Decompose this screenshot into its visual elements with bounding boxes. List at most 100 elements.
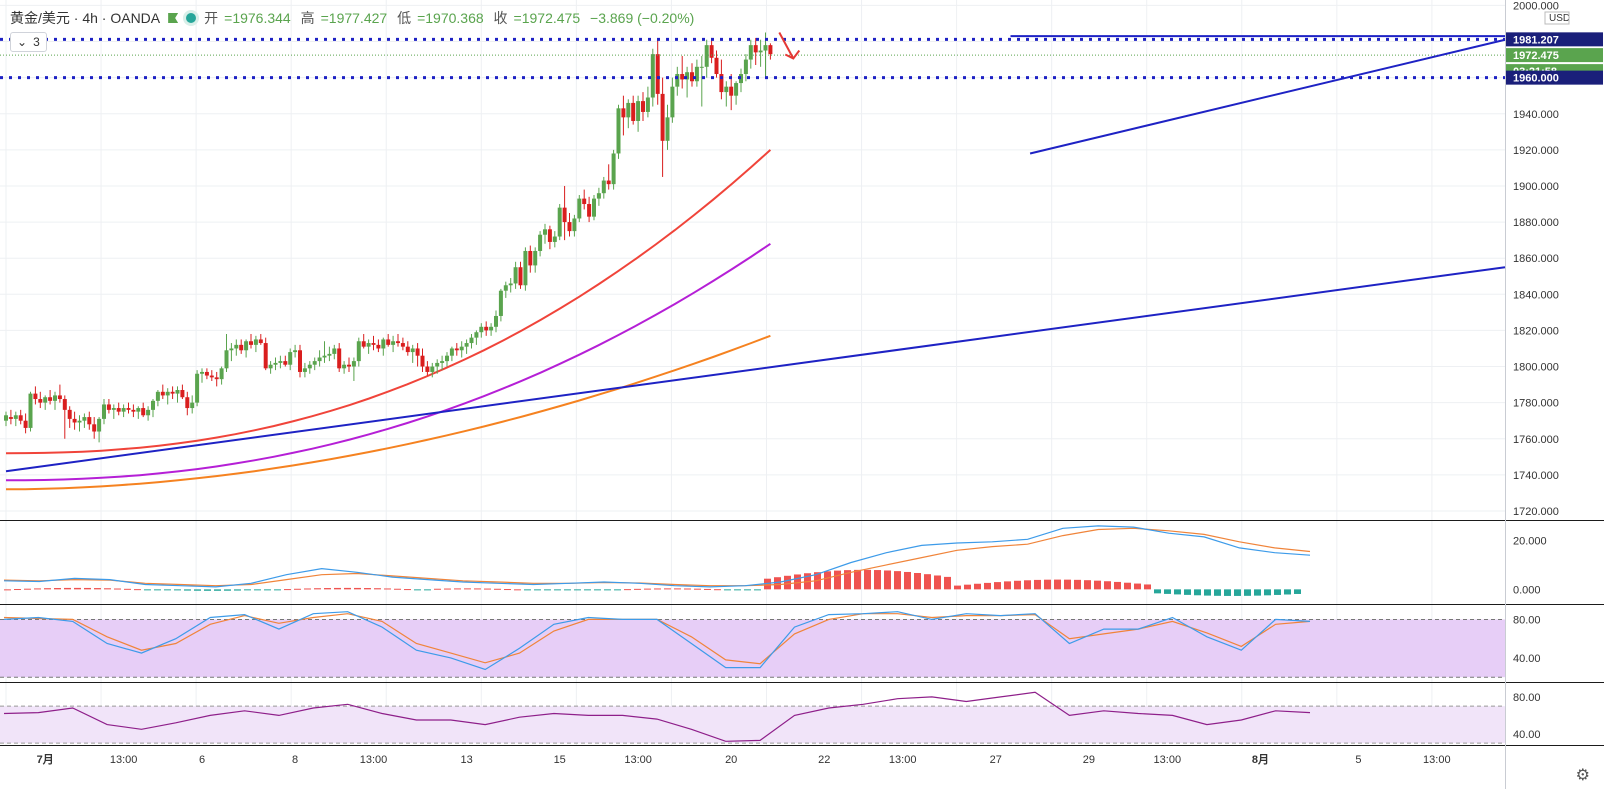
flag-icon[interactable] <box>168 13 179 23</box>
macd-histogram-bar <box>1284 589 1291 595</box>
candle-body <box>121 408 126 412</box>
macd-signal-line <box>3 527 1311 587</box>
candle-body <box>298 350 302 372</box>
candle-body <box>719 74 724 93</box>
macd-histogram-bar <box>564 589 571 591</box>
candle-body <box>170 391 175 394</box>
macd-histogram-bar <box>424 589 431 591</box>
macd-histogram-bar <box>314 588 321 590</box>
macd-histogram-bar <box>884 570 891 590</box>
macd-histogram-bar <box>214 589 221 591</box>
candle-body <box>312 361 317 365</box>
macd-histogram-bar <box>644 588 651 590</box>
time-tick-label: 13:00 <box>624 754 652 766</box>
candle-body <box>435 362 440 367</box>
candle-body <box>694 66 699 82</box>
candle-body <box>229 348 234 351</box>
macd-histogram-bar <box>24 588 31 590</box>
macd-histogram-bar <box>504 589 511 591</box>
candle-body <box>87 417 92 425</box>
down-arrow-annotation <box>778 32 801 60</box>
candle-body <box>690 72 694 82</box>
candle-body <box>680 74 685 80</box>
candle-body <box>273 362 278 365</box>
candle-body <box>48 397 53 401</box>
moving-averages <box>5 149 772 491</box>
candle-body <box>160 391 165 396</box>
low-label: 低 <box>397 10 412 26</box>
candle-body <box>699 66 704 68</box>
macd-histogram-bar <box>704 588 711 590</box>
rsi-tick-label: 80.00 <box>1513 692 1541 704</box>
price-tick-label: 1800.000 <box>1513 362 1559 374</box>
last-price-tag: 1972.475 <box>1513 50 1559 62</box>
macd-histogram-bar <box>924 574 931 590</box>
gear-icon[interactable]: ⚙ <box>1575 767 1590 784</box>
price-tick-label: 1760.000 <box>1513 434 1559 446</box>
candle-body <box>445 355 449 362</box>
candle-body <box>739 74 743 84</box>
trendline <box>1029 38 1506 155</box>
time-tick-label: 13 <box>460 754 472 766</box>
high-label: 高 <box>300 10 315 26</box>
rsi-band <box>0 706 1505 744</box>
candle-body <box>82 417 87 421</box>
candle-body <box>67 409 72 419</box>
macd-histogram-bar <box>874 570 881 590</box>
candle-body <box>38 399 43 403</box>
candle-body <box>263 343 268 369</box>
candle-body <box>596 193 601 199</box>
indicators-toggle-button[interactable]: ⌄ 3 <box>10 32 47 52</box>
price-tick-label: 1940.000 <box>1513 109 1559 121</box>
time-tick-label: 5 <box>1355 754 1361 766</box>
candle-body <box>425 366 430 372</box>
time-tick-label: 8 <box>292 754 298 766</box>
resistance-price-tag-bg <box>1506 32 1603 47</box>
macd-histogram-bar <box>304 588 311 590</box>
candle-body <box>734 83 739 96</box>
candle-body <box>234 344 239 349</box>
candle-body <box>494 315 498 327</box>
candle-body <box>204 371 209 376</box>
candle-body <box>371 343 376 345</box>
candle-body <box>440 361 445 363</box>
macd-histogram-bar <box>224 589 231 591</box>
macd-histogram-bar <box>104 588 111 590</box>
candle-body <box>62 399 67 410</box>
macd-histogram-bar <box>1274 589 1281 595</box>
macd-histogram-bar <box>944 576 951 590</box>
macd-histogram-bar <box>764 578 771 590</box>
candle-body <box>660 93 665 141</box>
macd-histogram-bar <box>64 587 71 590</box>
macd-histogram-bar <box>714 589 721 591</box>
macd-histogram-bar <box>1144 584 1151 590</box>
candle-body <box>528 250 533 266</box>
candle-body <box>43 397 48 403</box>
macd-histogram-bar <box>14 589 21 591</box>
macd-histogram-bar <box>94 588 101 590</box>
candle-body <box>714 57 719 75</box>
candle-body <box>268 364 273 369</box>
open-value: =1976.344 <box>224 10 291 26</box>
macd-histogram-bar <box>144 589 151 591</box>
candle-body <box>214 377 219 380</box>
candle-body <box>302 368 307 372</box>
macd-histogram-bar <box>1104 581 1111 590</box>
price-axis: 2000.000 1940.000 1920.000 1900.000 1880.000… <box>1506 0 1603 741</box>
candle-body <box>146 409 151 416</box>
candle-body <box>420 355 425 367</box>
price-tick-label: 1880.000 <box>1513 217 1559 229</box>
candle-body <box>557 207 562 237</box>
time-tick-label: 7月 <box>37 753 54 766</box>
symbol-label[interactable]: 黄金/美元 · 4h · OANDA <box>10 10 161 26</box>
chevron-down-icon: ⌄ <box>17 35 28 49</box>
stochastic-k-line <box>3 611 1311 671</box>
candle-body <box>547 229 552 242</box>
macd-histogram-bar <box>1124 582 1131 590</box>
macd-histogram-bar <box>184 589 191 591</box>
candle-body <box>582 198 587 205</box>
time-tick-label: 29 <box>1083 754 1095 766</box>
ohlc-values: 开 =1976.344 高 =1977.427 低 =1970.368 收 =1972.… <box>204 8 700 28</box>
candle-body <box>165 391 170 396</box>
